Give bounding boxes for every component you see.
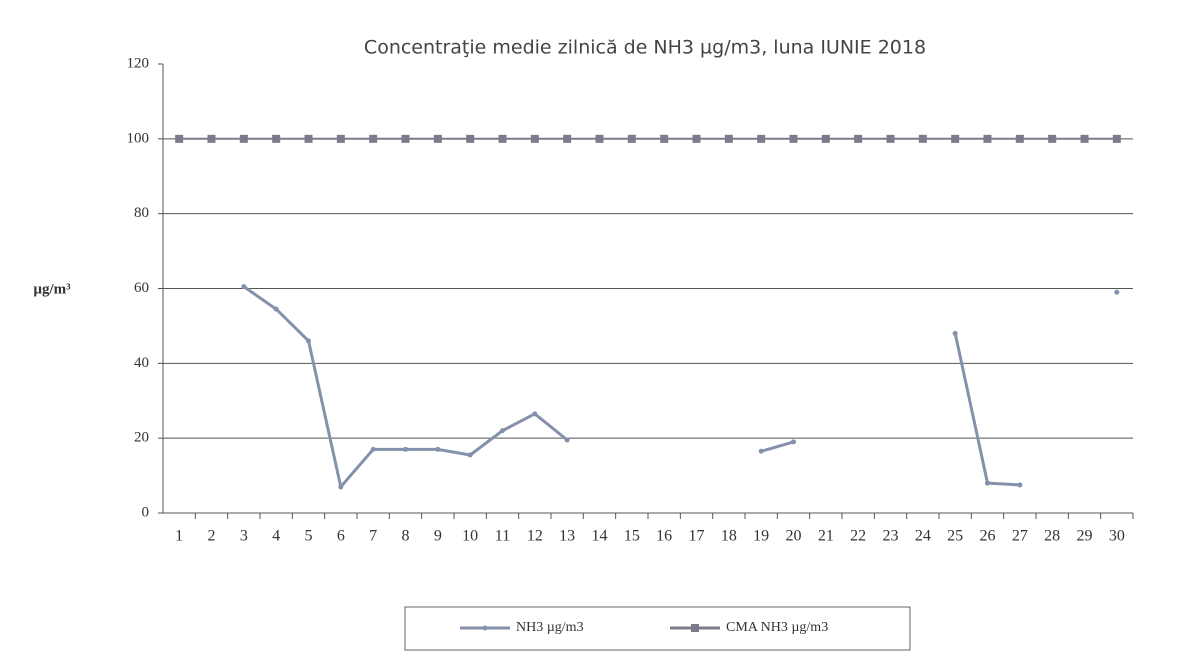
- data-point: [951, 134, 960, 143]
- data-point: [692, 134, 701, 143]
- data-point: [207, 134, 216, 143]
- data-point: [1112, 134, 1121, 143]
- x-tick-label: 22: [850, 528, 866, 545]
- data-point: [886, 134, 895, 143]
- data-point: [336, 134, 345, 143]
- y-tick-label: 60: [134, 280, 149, 296]
- x-tick-label: 16: [656, 528, 672, 545]
- x-tick-label: 10: [462, 528, 478, 545]
- data-point: [918, 134, 927, 143]
- data-point: [338, 484, 344, 490]
- data-point: [985, 480, 990, 486]
- data-point: [821, 134, 830, 143]
- x-tick-label: 20: [786, 528, 802, 545]
- x-tick-label: 5: [305, 528, 313, 545]
- x-tick-label: 27: [1012, 528, 1028, 545]
- data-point: [660, 134, 669, 143]
- data-point: [627, 134, 636, 143]
- data-point: [369, 134, 378, 143]
- x-tick-label: 3: [240, 528, 248, 545]
- legend-marker: [691, 624, 699, 632]
- x-tick-label: 7: [369, 528, 377, 545]
- data-point: [564, 437, 570, 443]
- data-point: [239, 134, 248, 143]
- legend-marker: [482, 625, 488, 631]
- legend-box: [404, 606, 911, 651]
- x-tick-label: 30: [1109, 528, 1125, 545]
- data-point: [757, 134, 766, 143]
- data-point: [433, 134, 442, 143]
- x-tick-label: 28: [1044, 528, 1060, 545]
- data-point: [1015, 134, 1024, 143]
- data-point: [789, 134, 798, 143]
- x-tick-label: 24: [915, 528, 931, 545]
- data-point: [1114, 289, 1120, 295]
- data-point: [532, 411, 538, 417]
- y-axis-label: µg/m³: [33, 281, 71, 297]
- data-point: [724, 134, 733, 143]
- data-point: [500, 428, 505, 434]
- x-tick-label: 29: [1077, 528, 1093, 545]
- x-tick-label: 11: [495, 528, 510, 545]
- x-tick-label: 2: [208, 528, 216, 545]
- data-point: [466, 134, 475, 143]
- data-point: [306, 338, 311, 344]
- data-point: [273, 306, 279, 312]
- data-point: [401, 134, 410, 143]
- x-tick-label: 26: [980, 528, 996, 545]
- legend-label: NH3 µg/m3: [516, 620, 584, 635]
- data-point: [403, 446, 408, 452]
- data-point: [530, 134, 539, 143]
- data-point: [467, 452, 473, 458]
- data-point: [1048, 134, 1057, 143]
- x-tick-label: 14: [592, 528, 608, 545]
- data-point: [983, 134, 992, 143]
- data-point: [435, 446, 441, 452]
- legend-label: CMA NH3 µg/m3: [726, 620, 828, 635]
- data-point: [304, 134, 313, 143]
- x-tick-label: 15: [624, 528, 640, 545]
- x-tick-label: 13: [559, 528, 575, 545]
- data-point: [758, 448, 764, 454]
- x-tick-label: 17: [689, 528, 705, 545]
- x-tick-label: 23: [883, 528, 899, 545]
- chart-title: Concentraţie medie zilnică de NH3 µg/m3,…: [364, 37, 926, 59]
- data-point: [595, 134, 604, 143]
- y-tick-label: 0: [142, 504, 150, 520]
- data-point: [370, 446, 376, 452]
- x-tick-label: 4: [272, 528, 280, 545]
- data-point: [1080, 134, 1089, 143]
- x-tick-label: 12: [527, 528, 543, 545]
- x-tick-label: 9: [434, 528, 442, 545]
- data-point: [498, 134, 507, 143]
- x-tick-label: 1: [175, 528, 183, 545]
- x-tick-label: 6: [337, 528, 345, 545]
- y-tick-label: 20: [134, 430, 149, 446]
- y-tick-label: 120: [127, 55, 150, 71]
- x-tick-label: 18: [721, 528, 737, 545]
- data-point: [1017, 482, 1023, 488]
- x-tick-label: 19: [753, 528, 769, 545]
- x-tick-label: 8: [402, 528, 410, 545]
- data-point: [272, 134, 281, 143]
- y-tick-label: 40: [134, 355, 149, 371]
- data-point: [952, 330, 958, 336]
- y-tick-label: 100: [127, 130, 150, 146]
- data-point: [241, 284, 247, 290]
- data-point: [563, 134, 572, 143]
- y-tick-label: 80: [134, 205, 149, 221]
- data-point: [854, 134, 863, 143]
- data-point: [791, 439, 796, 445]
- data-point: [175, 134, 184, 143]
- x-tick-label: 21: [818, 528, 834, 545]
- x-tick-label: 25: [947, 528, 963, 545]
